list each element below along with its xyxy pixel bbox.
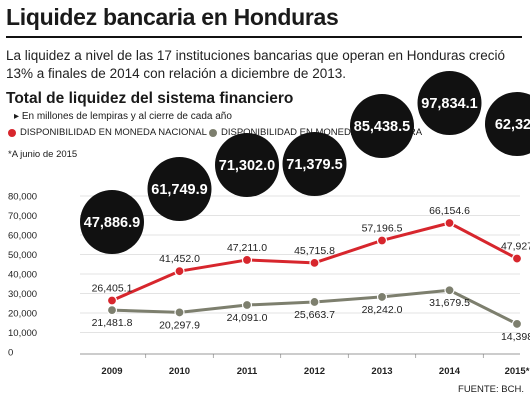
x-tick-label: 2011 — [237, 366, 258, 377]
total-bubble-label: 85,438.5 — [354, 119, 410, 135]
y-tick-label: 70,000 — [8, 211, 37, 222]
data-label-extranjera: 24,091.0 — [227, 312, 268, 324]
triangle-bullet-icon: ▸ — [14, 111, 20, 122]
footnote: *A junio de 2015 — [8, 149, 78, 160]
total-bubble — [485, 92, 530, 156]
x-tick-label: 2012 — [304, 366, 325, 377]
data-label-nacional: 26,405.1 — [92, 283, 133, 295]
data-point-nacional — [241, 254, 253, 266]
data-point-nacional — [106, 295, 118, 306]
y-tick-label: 50,000 — [8, 250, 37, 261]
total-bubble-label: 71,379.5 — [286, 157, 342, 173]
data-point-nacional — [511, 253, 523, 264]
data-point-extranjera — [376, 291, 388, 303]
data-point-extranjera — [309, 296, 320, 308]
data-point-nacional — [309, 257, 320, 268]
data-point-nacional — [376, 235, 388, 246]
data-label-extranjera: 31,679.5 — [429, 297, 470, 309]
legend-item-nacional: DISPONIBILIDAD EN MONEDA NACIONAL — [8, 127, 207, 138]
data-label-extranjera: 21,481.8 — [92, 317, 133, 329]
data-point-extranjera — [241, 299, 253, 311]
chart-legend: DISPONIBILIDAD EN MONEDA NACIONAL DISPON… — [4, 127, 524, 141]
data-point-extranjera — [174, 307, 185, 318]
x-tick-label: 2014 — [439, 366, 461, 377]
total-bubble-label: 62,325 — [495, 117, 530, 133]
y-tick-label: 40,000 — [8, 270, 37, 281]
y-tick-label: 0 — [8, 348, 13, 359]
chart-subtitle: Total de liquidez del sistema financiero — [6, 90, 294, 107]
data-label-nacional: 66,154.6 — [429, 205, 470, 217]
data-label-nacional: 47,211.0 — [227, 242, 267, 254]
title-divider — [6, 36, 522, 38]
y-tick-label: 10,000 — [8, 328, 37, 339]
x-tick-label: 2015* — [505, 366, 530, 377]
total-bubble — [417, 71, 482, 135]
data-point-extranjera — [444, 285, 455, 296]
total-bubble — [350, 94, 414, 158]
legend-label-extranjera: DISPONIBILIDAD EN MONEDA EXTRANJERA — [221, 127, 423, 138]
data-label-extranjera: 20,297.9 — [159, 319, 200, 331]
intro-text: La liquidez a nivel de las 17 institucio… — [6, 48, 506, 81]
y-tick-label: 60,000 — [8, 231, 37, 242]
source-note: FUENTE: BCH. — [458, 384, 524, 395]
data-label-extranjera: 28,242.0 — [362, 304, 403, 316]
legend-label-nacional: DISPONIBILIDAD EN MONEDA NACIONAL — [20, 127, 207, 138]
data-point-extranjera — [106, 305, 118, 316]
data-label-extranjera: 25,663.7 — [294, 309, 335, 321]
total-bubble — [215, 133, 279, 197]
y-tick-label: 20,000 — [8, 309, 37, 320]
units-note: ▸ En millones de lempiras y al cierre de… — [14, 111, 232, 122]
units-text: En millones de lempiras y al cierre de c… — [21, 111, 232, 122]
total-bubble — [147, 157, 212, 221]
total-bubble-label: 47,886.9 — [84, 215, 140, 231]
y-tick-label: 80,000 — [8, 192, 37, 203]
total-bubble-label: 61,749.9 — [151, 182, 207, 198]
data-label-nacional: 47,927 — [501, 241, 530, 253]
x-tick-label: 2010 — [169, 366, 190, 377]
data-label-extranjera: 14,398 — [501, 331, 530, 343]
total-bubble — [282, 132, 347, 196]
page-title: Liquidez bancaria en Honduras — [6, 4, 339, 30]
data-point-extranjera — [511, 318, 523, 330]
total-bubble-label: 97,834.1 — [421, 96, 477, 112]
data-label-nacional: 41,452.0 — [159, 253, 200, 265]
y-tick-label: 30,000 — [8, 289, 37, 300]
data-point-nacional — [444, 217, 455, 229]
x-tick-label: 2013 — [371, 366, 392, 377]
data-label-nacional: 57,196.5 — [362, 222, 403, 234]
legend-item-extranjera: DISPONIBILIDAD EN MONEDA EXTRANJERA — [209, 127, 422, 138]
legend-dot-icon — [8, 128, 16, 137]
data-label-nacional: 45,715.8 — [294, 245, 335, 257]
x-tick-label: 2009 — [101, 366, 122, 377]
legend-dot-icon — [209, 128, 217, 137]
total-bubble — [80, 190, 144, 254]
total-bubble-label: 71,302.0 — [219, 158, 275, 174]
data-point-nacional — [174, 266, 185, 277]
